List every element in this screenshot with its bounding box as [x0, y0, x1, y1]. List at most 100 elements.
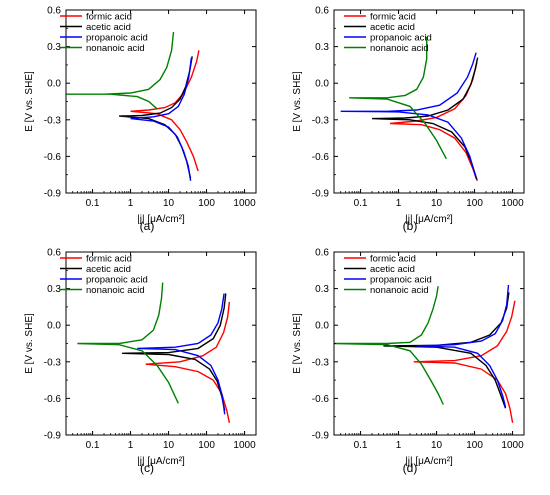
- x-tick-label: 0.1: [86, 198, 100, 209]
- series-line-acetic-acid: [119, 56, 193, 179]
- panel-label: (a): [140, 219, 155, 233]
- y-tick-label: -0.3: [312, 115, 330, 126]
- y-tick-label: 0.0: [315, 321, 329, 332]
- x-tick-label: 100: [198, 440, 215, 451]
- x-tick-label: 1: [128, 440, 134, 451]
- panel-label: (b): [403, 219, 418, 233]
- y-tick-label: 0.3: [47, 42, 61, 53]
- series-line-nonanoic-acid: [66, 31, 175, 110]
- series-line-propanoic-acid: [137, 293, 226, 415]
- panel-label: (d): [403, 461, 418, 475]
- legend-label: acetic acid: [370, 22, 415, 33]
- y-tick-label: 0.6: [47, 6, 61, 17]
- series-line-nonanoic-acid: [77, 282, 179, 404]
- y-tick-label: -0.9: [44, 189, 62, 200]
- y-tick-label: 0.6: [315, 248, 329, 259]
- y-tick-label: -0.6: [312, 152, 330, 163]
- legend-label: formic acid: [370, 11, 416, 22]
- y-tick-label: -0.3: [44, 357, 62, 368]
- series-line-nonanoic-acid: [349, 36, 447, 160]
- x-tick-label: 10: [431, 440, 443, 451]
- y-tick-label: 0.6: [315, 6, 329, 17]
- legend-label: nonanoic acid: [370, 43, 429, 54]
- series-line-formic-acid: [145, 301, 231, 423]
- plot-area: [77, 282, 231, 423]
- x-axis-label: |j| [μA/cm²]: [137, 214, 185, 225]
- panel-label: (c): [140, 461, 154, 475]
- panel-c: 0.1 1 10 100 1000 -0.9 -0.6 -0.3 0.0 0.3 0.6 |j| [μ…: [24, 248, 257, 475]
- x-tick-label: 0.1: [354, 198, 368, 209]
- series-line-propanoic-acid: [130, 57, 193, 181]
- y-tick-label: -0.3: [312, 357, 330, 368]
- y-tick-label: 0.0: [47, 321, 61, 332]
- series-line-acetic-acid: [371, 57, 479, 180]
- x-tick-label: 100: [198, 198, 215, 209]
- series-line-formic-acid: [130, 50, 200, 172]
- y-tick-label: 0.6: [47, 248, 61, 259]
- y-tick-label: -0.9: [312, 189, 330, 200]
- y-tick-label: 0.0: [315, 79, 329, 90]
- x-tick-label: 1000: [233, 198, 256, 209]
- x-axis-label: |j| [μA/cm²]: [137, 456, 185, 467]
- x-tick-label: 10: [163, 198, 175, 209]
- legend-label: nonanoic acid: [86, 43, 145, 54]
- x-tick-label: 100: [466, 198, 483, 209]
- y-tick-label: -0.9: [312, 431, 330, 442]
- y-tick-label: -0.6: [44, 152, 62, 163]
- panel-d: 0.1 1 10 100 1000 -0.9 -0.6 -0.3 0.0 0.3 0.6 |j| [μ…: [292, 248, 525, 475]
- x-tick-label: 100: [466, 440, 483, 451]
- x-tick-label: 1000: [501, 198, 524, 209]
- series-line-propanoic-acid: [340, 52, 477, 179]
- plot-area: [340, 36, 479, 182]
- y-tick-label: -0.6: [44, 394, 62, 405]
- legend-label: acetic acid: [86, 22, 131, 33]
- x-tick-label: 1000: [501, 440, 524, 451]
- legend-label: formic acid: [86, 11, 132, 22]
- y-tick-label: 0.0: [47, 79, 61, 90]
- x-axis-label: |j| [μA/cm²]: [405, 456, 453, 467]
- x-tick-label: 0.1: [354, 440, 368, 451]
- panel-b: 0.1 1 10 100 1000 -0.9 -0.6 -0.3 0.0 0.3 0.6 |j| [μ…: [292, 6, 525, 233]
- series-line-formic-acid: [390, 62, 478, 182]
- panel-a: 0.1 1 10 100 1000 -0.9 -0.6 -0.3 0.0 0.3 0.6 |j| [μ…: [24, 6, 257, 233]
- y-axis-label: E [V vs. SHE]: [24, 313, 35, 374]
- x-tick-label: 1000: [233, 440, 256, 451]
- y-tick-label: -0.9: [44, 431, 62, 442]
- x-tick-label: 1: [128, 198, 134, 209]
- y-tick-label: 0.3: [315, 284, 329, 295]
- y-tick-label: -0.6: [312, 394, 330, 405]
- y-axis-label: E [V vs. SHE]: [292, 71, 303, 132]
- x-tick-label: 10: [431, 198, 443, 209]
- x-tick-label: 1: [396, 198, 402, 209]
- legend-label: acetic acid: [370, 264, 415, 275]
- legend-label: nonanoic acid: [370, 285, 429, 296]
- legend-label: acetic acid: [86, 264, 131, 275]
- series-line-propanoic-acid: [416, 284, 510, 408]
- legend-label: propanoic acid: [86, 32, 148, 43]
- x-tick-label: 10: [163, 440, 175, 451]
- legend-label: propanoic acid: [370, 274, 432, 285]
- x-axis-label: |j| [μA/cm²]: [405, 214, 453, 225]
- y-tick-label: 0.3: [47, 284, 61, 295]
- x-tick-label: 0.1: [86, 440, 100, 451]
- legend-label: formic acid: [370, 253, 416, 264]
- legend-label: formic acid: [86, 253, 132, 264]
- series-line-nonanoic-acid: [334, 286, 444, 405]
- y-axis-label: E [V vs. SHE]: [24, 71, 35, 132]
- x-tick-label: 1: [396, 440, 402, 451]
- series-line-acetic-acid: [122, 293, 227, 411]
- legend-label: nonanoic acid: [86, 285, 145, 296]
- y-tick-label: 0.3: [315, 42, 329, 53]
- y-tick-label: -0.3: [44, 115, 62, 126]
- y-axis-label: E [V vs. SHE]: [292, 313, 303, 374]
- legend-label: propanoic acid: [86, 274, 148, 285]
- plot-area: [334, 284, 516, 423]
- plot-area: [66, 31, 200, 181]
- legend-label: propanoic acid: [370, 32, 432, 43]
